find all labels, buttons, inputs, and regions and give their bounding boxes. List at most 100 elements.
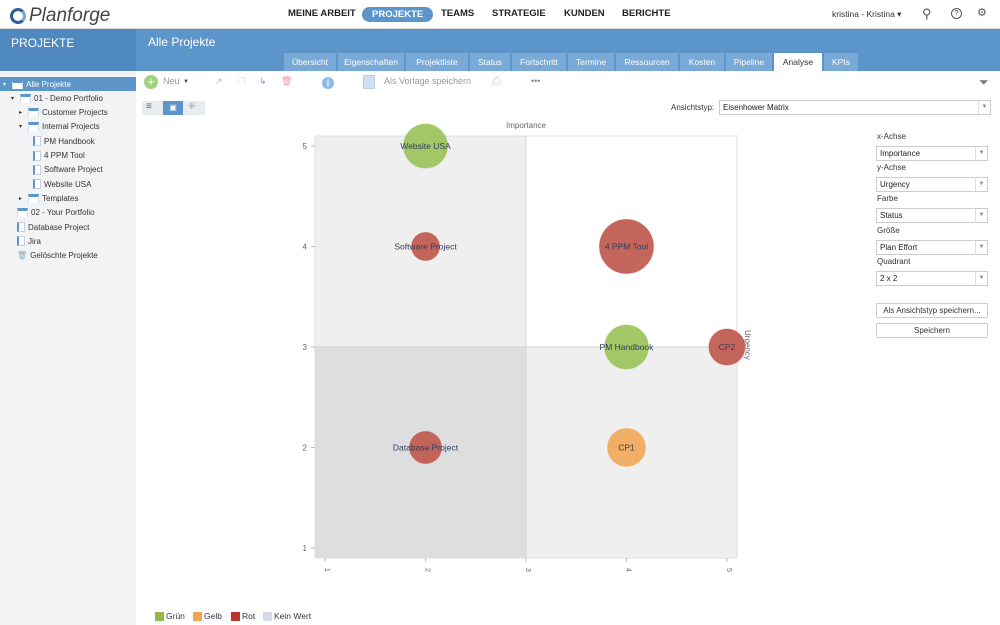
expanded-icon[interactable]: ▾ bbox=[19, 124, 23, 131]
collapsed-icon[interactable]: ▸ bbox=[19, 110, 23, 117]
copy-icon[interactable]: ❐ bbox=[238, 76, 247, 86]
help-icon[interactable]: ? bbox=[951, 8, 962, 19]
y-axis-select[interactable]: Urgency ▼ bbox=[876, 177, 988, 192]
sidebar-item[interactable]: ▾ 01 - Demo Portfolio bbox=[0, 91, 103, 105]
tab-analyse[interactable]: Analyse bbox=[774, 53, 822, 71]
search-icon[interactable]: ⚲ bbox=[922, 6, 932, 21]
bubble-cp2[interactable]: CP2 bbox=[708, 328, 746, 366]
tab-kpis[interactable]: KPIs bbox=[824, 53, 858, 71]
tab-kosten[interactable]: Kosten bbox=[680, 53, 724, 71]
sidebar-item-label: Website USA bbox=[44, 179, 92, 189]
nav-meine-arbeit[interactable]: MEINE ARBEIT bbox=[288, 8, 356, 19]
bubble-label: 4 PPM Tool bbox=[605, 242, 648, 252]
bubble-circle[interactable] bbox=[411, 232, 441, 262]
sidebar-item[interactable]: Database Project bbox=[0, 220, 89, 234]
move-icon[interactable]: ↗ bbox=[215, 76, 223, 86]
save-viewtype-button[interactable]: Als Ansichtstyp speichern... bbox=[876, 303, 988, 318]
save-template-button[interactable]: Als Vorlage speichern bbox=[384, 76, 472, 86]
expanded-icon[interactable]: ▾ bbox=[3, 81, 7, 88]
sidebar-item[interactable]: ▾ Internal Projects bbox=[0, 120, 100, 134]
bubble-pm-handbook[interactable]: PM Handbook bbox=[600, 324, 655, 370]
sidebar-item[interactable]: ▸ Templates bbox=[0, 191, 78, 205]
size-select[interactable]: Plan Effort ▼ bbox=[876, 240, 988, 255]
sidebar-item[interactable]: Software Project bbox=[0, 163, 103, 177]
info-icon[interactable]: i bbox=[322, 77, 334, 89]
tab-übersicht[interactable]: Übersicht bbox=[284, 53, 336, 71]
bubble-software-project[interactable]: Software Project bbox=[394, 232, 457, 262]
project-icon bbox=[17, 236, 25, 247]
bubble-circle[interactable] bbox=[409, 430, 443, 464]
portfolio-icon bbox=[28, 122, 39, 132]
tools-icon[interactable]: ⚙ bbox=[977, 7, 987, 19]
bubble-website-usa[interactable]: Website USA bbox=[400, 123, 451, 169]
sidebar-item[interactable]: PM Handbook bbox=[0, 134, 95, 148]
view-type-select[interactable]: Eisenhower Matrix ▼ bbox=[719, 100, 991, 115]
chevron-down-icon[interactable]: ▼ bbox=[183, 79, 189, 85]
user-menu[interactable]: kristina - Kristina ▾ bbox=[832, 9, 902, 19]
bubble-circle[interactable] bbox=[606, 427, 646, 467]
tab-ressourcen[interactable]: Ressourcen bbox=[616, 53, 678, 71]
sidebar-item-label: PM Handbook bbox=[44, 136, 95, 146]
network-view-icon[interactable]: ⁜ bbox=[188, 101, 196, 111]
bubble-label: PM Handbook bbox=[600, 342, 655, 352]
chevron-down-icon: ▼ bbox=[975, 209, 987, 222]
color-select[interactable]: Status ▼ bbox=[876, 208, 988, 223]
legend-swatch bbox=[155, 611, 164, 621]
tab-eigenschaften[interactable]: Eigenschaften bbox=[338, 53, 404, 71]
bubble-circle[interactable] bbox=[708, 328, 746, 366]
bubble-cp1[interactable]: CP1 bbox=[606, 427, 646, 467]
add-icon[interactable]: + bbox=[144, 75, 158, 89]
bubble-circle[interactable] bbox=[403, 123, 449, 169]
legend-item[interactable]: Rot bbox=[231, 611, 255, 621]
sidebar-item[interactable]: ▾ Alle Projekte bbox=[0, 77, 136, 91]
legend-item[interactable]: Kein Wert bbox=[263, 611, 311, 621]
tab-termine[interactable]: Termine bbox=[568, 53, 614, 71]
print-icon[interactable]: ⎙ bbox=[492, 74, 502, 88]
logo[interactable]: Planforge bbox=[10, 5, 110, 27]
sidebar-item-label: Customer Projects bbox=[42, 108, 108, 118]
sidebar-item[interactable]: 02 - Your Portfolio bbox=[0, 206, 95, 220]
sidebar-item-label: Jira bbox=[28, 236, 41, 246]
sidebar-item[interactable]: ▸ Customer Projects bbox=[0, 106, 108, 120]
save-button[interactable]: Speichern bbox=[876, 323, 988, 338]
delete-icon[interactable]: 🗑 bbox=[281, 76, 293, 86]
bubble-4-ppm-tool[interactable]: 4 PPM Tool bbox=[598, 219, 654, 275]
tab-status[interactable]: Status bbox=[470, 53, 510, 71]
bubble-circle[interactable] bbox=[603, 324, 649, 370]
chart-view-icon[interactable]: ▣ bbox=[163, 101, 183, 115]
nav-kunden[interactable]: KUNDEN bbox=[564, 8, 605, 19]
more-button[interactable]: ••• bbox=[531, 76, 541, 86]
bubble-circle[interactable] bbox=[598, 219, 654, 275]
nav-teams[interactable]: TEAMS bbox=[441, 8, 475, 19]
bubble-database-project[interactable]: Database Project bbox=[393, 430, 459, 464]
tab-projektliste[interactable]: Projektliste bbox=[406, 53, 468, 71]
legend-item[interactable]: Gelb bbox=[193, 611, 222, 621]
nav-strategie[interactable]: STRATEGIE bbox=[492, 8, 546, 19]
nav-projekte[interactable]: PROJEKTE bbox=[362, 7, 434, 22]
sidebar-item[interactable]: Website USA bbox=[0, 177, 91, 191]
bubble-label: Software Project bbox=[394, 242, 457, 252]
x-tick-label: 5 bbox=[725, 568, 732, 572]
sidebar-item[interactable]: Jira bbox=[0, 234, 41, 248]
list-view-icon[interactable]: ≡ bbox=[146, 101, 152, 112]
bubble-label: Website USA bbox=[400, 141, 451, 151]
x-tick-label: 1 bbox=[323, 568, 330, 572]
x-axis-value: Importance bbox=[880, 149, 921, 158]
tab-fortschritt[interactable]: Fortschritt bbox=[512, 53, 566, 71]
nav-berichte[interactable]: BERICHTE bbox=[622, 8, 671, 19]
collapsed-icon[interactable]: ▸ bbox=[19, 195, 23, 202]
connect-icon[interactable]: ↳ bbox=[259, 76, 267, 86]
filter-icon[interactable]: ⏷ bbox=[979, 75, 989, 89]
tab-pipeline[interactable]: Pipeline bbox=[726, 53, 772, 71]
new-button[interactable]: Neu bbox=[163, 76, 180, 86]
quadrant-select[interactable]: 2 x 2 ▼ bbox=[876, 271, 988, 286]
expanded-icon[interactable]: ▾ bbox=[11, 95, 15, 102]
sidebar-item[interactable]: 4 PPM Tool bbox=[0, 149, 85, 163]
bubble-label: Database Project bbox=[393, 442, 459, 452]
sidebar-item[interactable]: 🗑 Gelöschte Projekte bbox=[0, 249, 98, 263]
x-axis-select[interactable]: Importance ▼ bbox=[876, 146, 988, 161]
y-axis-title: Urgency bbox=[743, 330, 752, 360]
sidebar-item-label: 4 PPM Tool bbox=[44, 151, 85, 160]
legend-item[interactable]: Grün bbox=[155, 611, 185, 621]
